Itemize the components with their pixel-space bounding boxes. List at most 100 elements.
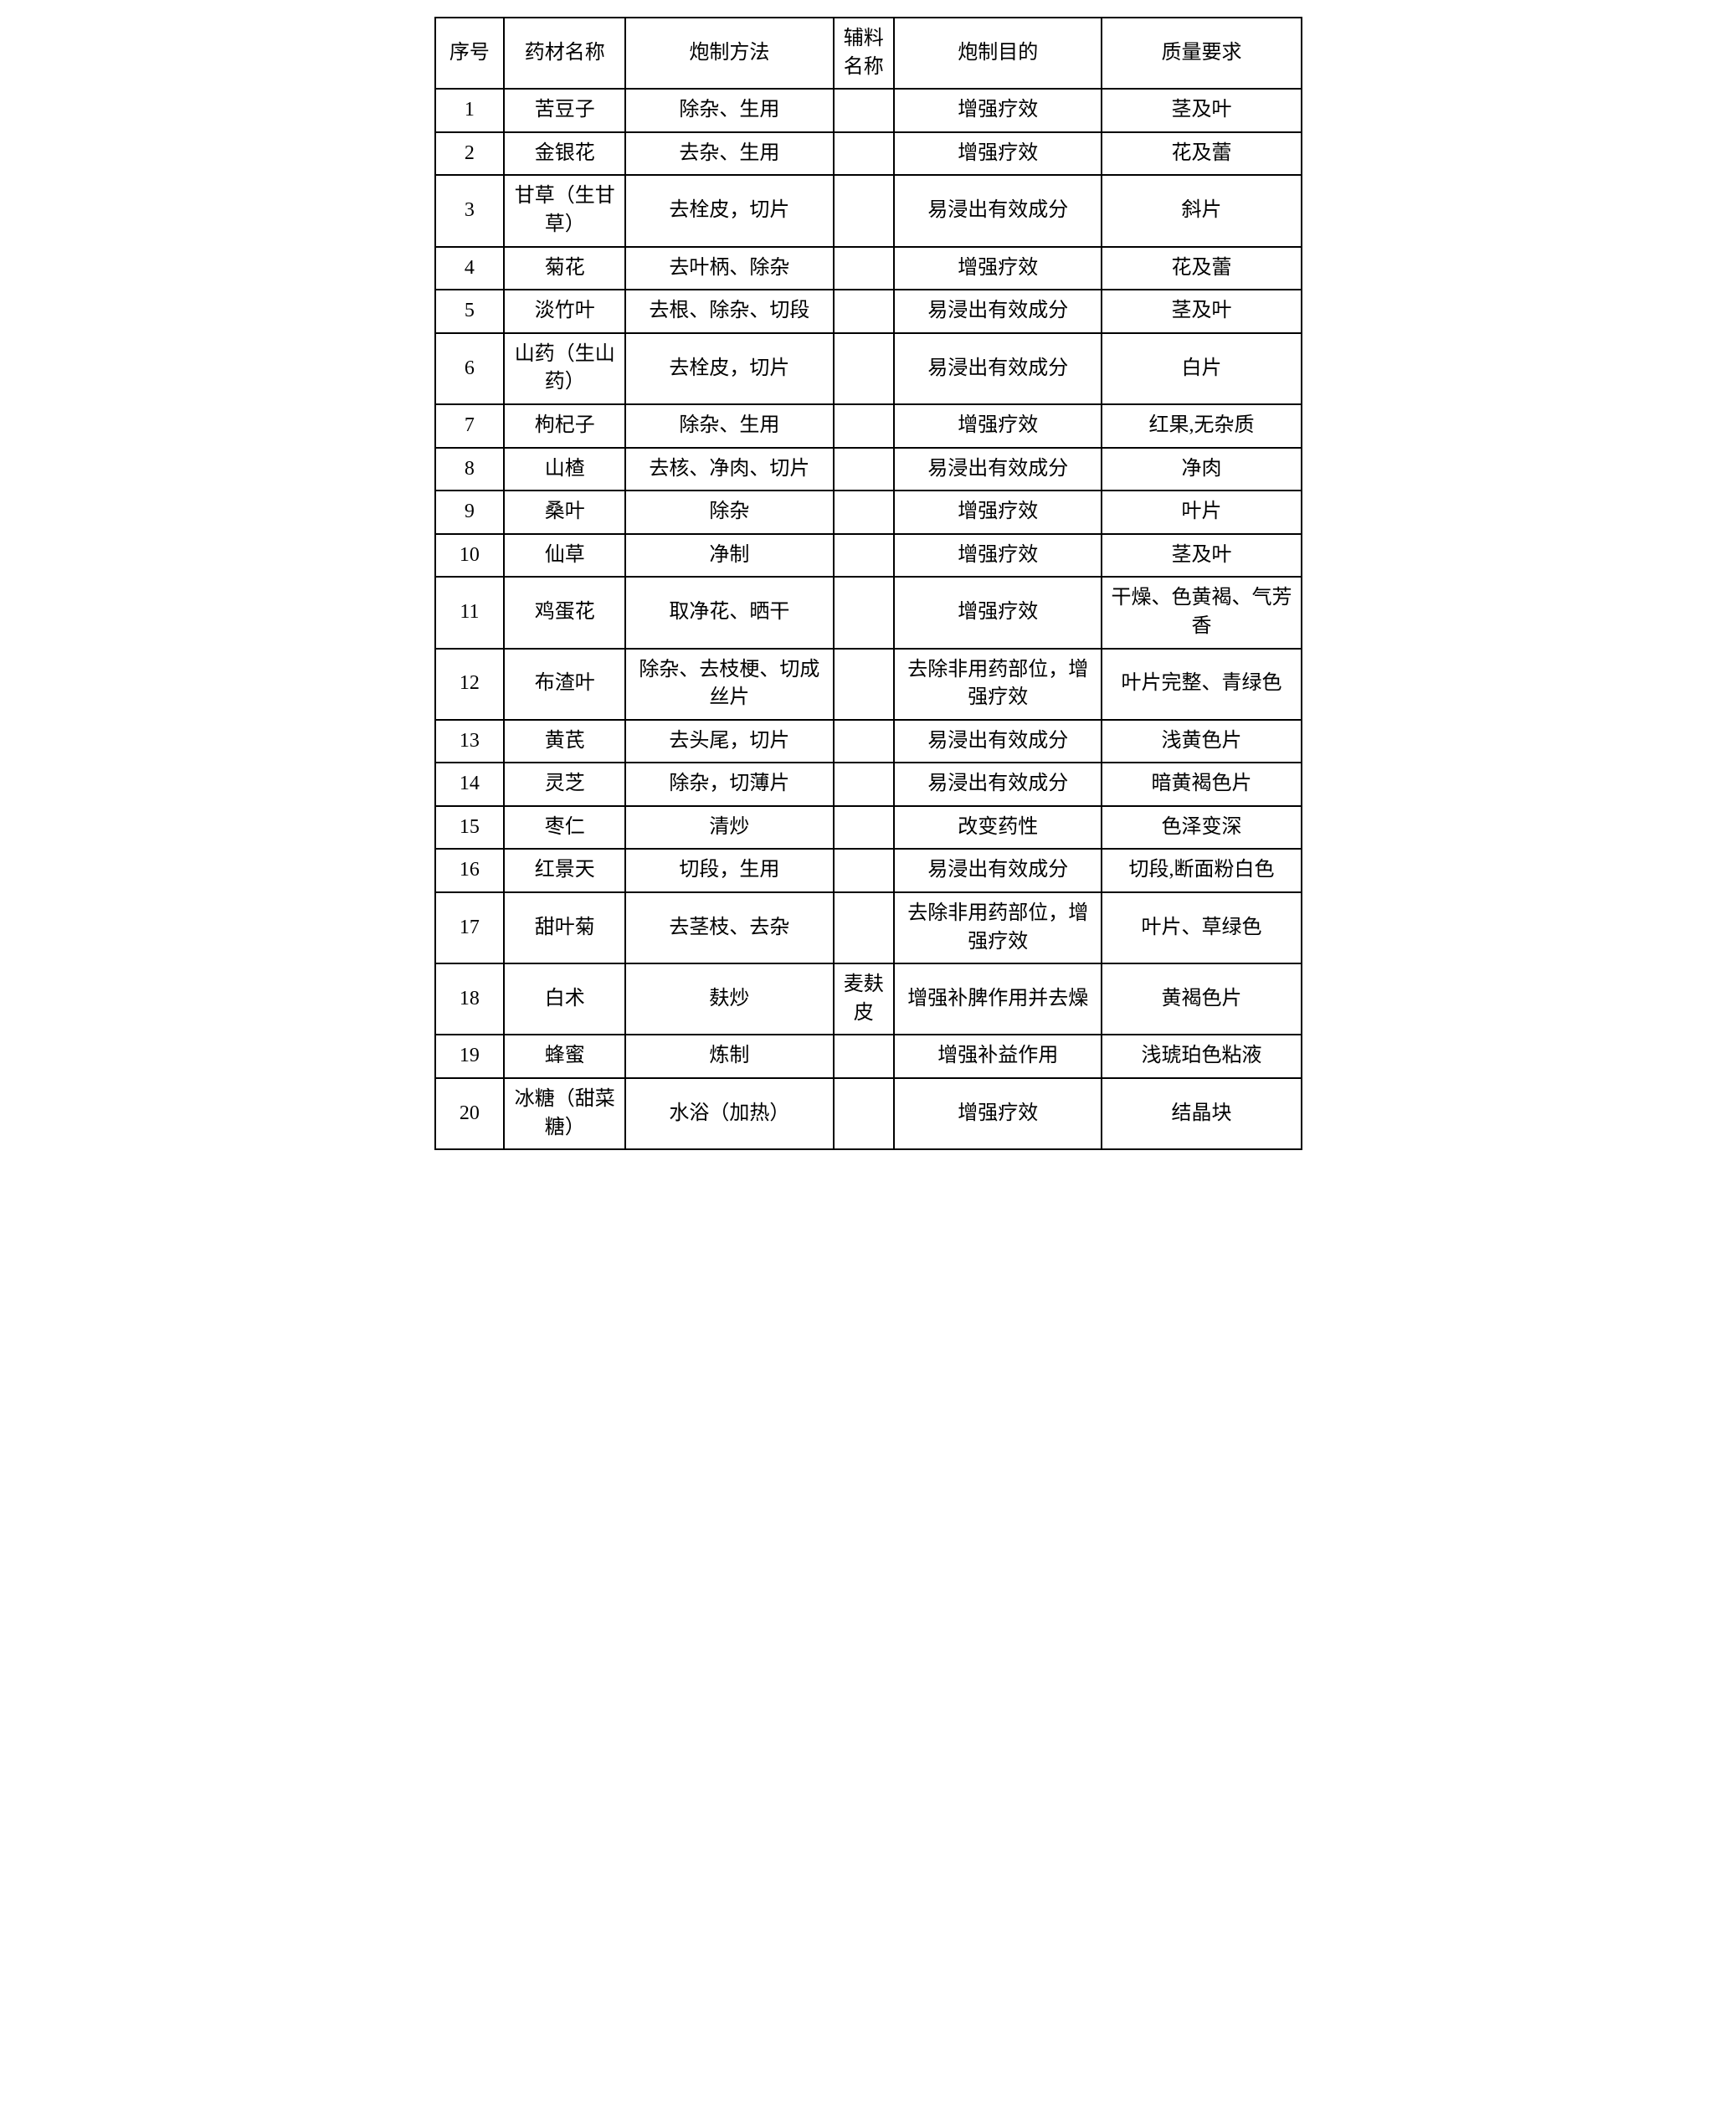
cell-method: 取净花、晒干: [625, 577, 833, 648]
header-name: 药材名称: [504, 18, 625, 89]
cell-purpose: 易浸出有效成分: [894, 333, 1102, 404]
cell-method: 清炒: [625, 806, 833, 850]
cell-purpose: 增强疗效: [894, 1078, 1102, 1149]
cell-quality: 斜片: [1102, 175, 1301, 246]
cell-seq: 4: [435, 247, 505, 290]
cell-method: 净制: [625, 534, 833, 578]
cell-purpose: 增强补脾作用并去燥: [894, 963, 1102, 1035]
cell-seq: 19: [435, 1035, 505, 1078]
table-row: 1苦豆子除杂、生用增强疗效茎及叶: [435, 89, 1302, 132]
header-quality: 质量要求: [1102, 18, 1301, 89]
cell-name: 菊花: [504, 247, 625, 290]
table-row: 10仙草净制增强疗效茎及叶: [435, 534, 1302, 578]
cell-method: 除杂: [625, 491, 833, 534]
cell-aux: [834, 404, 894, 448]
cell-aux: [834, 132, 894, 176]
cell-aux: [834, 892, 894, 963]
cell-quality: 结晶块: [1102, 1078, 1301, 1149]
header-method: 炮制方法: [625, 18, 833, 89]
cell-quality: 茎及叶: [1102, 534, 1301, 578]
table-row: 7枸杞子除杂、生用增强疗效红果,无杂质: [435, 404, 1302, 448]
table-row: 9桑叶除杂增强疗效叶片: [435, 491, 1302, 534]
cell-purpose: 增强疗效: [894, 491, 1102, 534]
cell-method: 去杂、生用: [625, 132, 833, 176]
header-purpose: 炮制目的: [894, 18, 1102, 89]
cell-quality: 黄褐色片: [1102, 963, 1301, 1035]
cell-purpose: 易浸出有效成分: [894, 849, 1102, 892]
cell-aux: [834, 577, 894, 648]
cell-name: 白术: [504, 963, 625, 1035]
cell-quality: 白片: [1102, 333, 1301, 404]
table-row: 3甘草（生甘草）去栓皮，切片易浸出有效成分斜片: [435, 175, 1302, 246]
cell-aux: [834, 175, 894, 246]
cell-method: 除杂，切薄片: [625, 763, 833, 806]
cell-aux: [834, 649, 894, 720]
cell-quality: 叶片完整、青绿色: [1102, 649, 1301, 720]
cell-seq: 15: [435, 806, 505, 850]
cell-purpose: 易浸出有效成分: [894, 763, 1102, 806]
cell-aux: [834, 849, 894, 892]
cell-seq: 16: [435, 849, 505, 892]
cell-aux: [834, 806, 894, 850]
cell-name: 布渣叶: [504, 649, 625, 720]
cell-seq: 17: [435, 892, 505, 963]
table-container: 序号 药材名称 炮制方法 辅料名称 炮制目的 质量要求 1苦豆子除杂、生用增强疗…: [434, 17, 1302, 1150]
cell-aux: [834, 1035, 894, 1078]
cell-aux: [834, 89, 894, 132]
cell-purpose: 增强补益作用: [894, 1035, 1102, 1078]
cell-seq: 6: [435, 333, 505, 404]
cell-method: 去茎枝、去杂: [625, 892, 833, 963]
cell-quality: 浅琥珀色粘液: [1102, 1035, 1301, 1078]
cell-name: 鸡蛋花: [504, 577, 625, 648]
cell-quality: 红果,无杂质: [1102, 404, 1301, 448]
cell-aux: [834, 534, 894, 578]
header-aux: 辅料名称: [834, 18, 894, 89]
cell-aux: [834, 448, 894, 491]
table-row: 11鸡蛋花取净花、晒干增强疗效干燥、色黄褐、气芳香: [435, 577, 1302, 648]
header-seq: 序号: [435, 18, 505, 89]
cell-aux: [834, 333, 894, 404]
table-row: 13黄芪去头尾，切片易浸出有效成分浅黄色片: [435, 720, 1302, 763]
cell-quality: 叶片、草绿色: [1102, 892, 1301, 963]
cell-seq: 11: [435, 577, 505, 648]
table-row: 16红景天切段，生用易浸出有效成分切段,断面粉白色: [435, 849, 1302, 892]
cell-seq: 12: [435, 649, 505, 720]
cell-purpose: 改变药性: [894, 806, 1102, 850]
table-row: 17甜叶菊去茎枝、去杂去除非用药部位，增强疗效叶片、草绿色: [435, 892, 1302, 963]
cell-name: 红景天: [504, 849, 625, 892]
cell-seq: 5: [435, 290, 505, 333]
cell-seq: 14: [435, 763, 505, 806]
cell-seq: 13: [435, 720, 505, 763]
table-row: 5淡竹叶去根、除杂、切段易浸出有效成分茎及叶: [435, 290, 1302, 333]
cell-purpose: 增强疗效: [894, 534, 1102, 578]
cell-purpose: 去除非用药部位，增强疗效: [894, 892, 1102, 963]
cell-purpose: 增强疗效: [894, 404, 1102, 448]
cell-aux: [834, 1078, 894, 1149]
cell-quality: 暗黄褐色片: [1102, 763, 1301, 806]
cell-method: 麸炒: [625, 963, 833, 1035]
cell-purpose: 增强疗效: [894, 577, 1102, 648]
cell-seq: 1: [435, 89, 505, 132]
table-header: 序号 药材名称 炮制方法 辅料名称 炮制目的 质量要求: [435, 18, 1302, 89]
cell-purpose: 易浸出有效成分: [894, 448, 1102, 491]
cell-seq: 10: [435, 534, 505, 578]
cell-seq: 20: [435, 1078, 505, 1149]
cell-quality: 茎及叶: [1102, 290, 1301, 333]
table-row: 8山楂去核、净肉、切片易浸出有效成分净肉: [435, 448, 1302, 491]
cell-name: 金银花: [504, 132, 625, 176]
cell-method: 炼制: [625, 1035, 833, 1078]
cell-quality: 净肉: [1102, 448, 1301, 491]
cell-seq: 9: [435, 491, 505, 534]
table-row: 18白术麸炒麦麸皮增强补脾作用并去燥黄褐色片: [435, 963, 1302, 1035]
cell-aux: 麦麸皮: [834, 963, 894, 1035]
cell-method: 除杂、去枝梗、切成丝片: [625, 649, 833, 720]
cell-quality: 花及蕾: [1102, 247, 1301, 290]
table-row: 2金银花去杂、生用增强疗效花及蕾: [435, 132, 1302, 176]
cell-method: 除杂、生用: [625, 404, 833, 448]
cell-name: 山药（生山药）: [504, 333, 625, 404]
cell-seq: 3: [435, 175, 505, 246]
cell-quality: 花及蕾: [1102, 132, 1301, 176]
cell-method: 去头尾，切片: [625, 720, 833, 763]
cell-purpose: 易浸出有效成分: [894, 720, 1102, 763]
cell-method: 水浴（加热）: [625, 1078, 833, 1149]
